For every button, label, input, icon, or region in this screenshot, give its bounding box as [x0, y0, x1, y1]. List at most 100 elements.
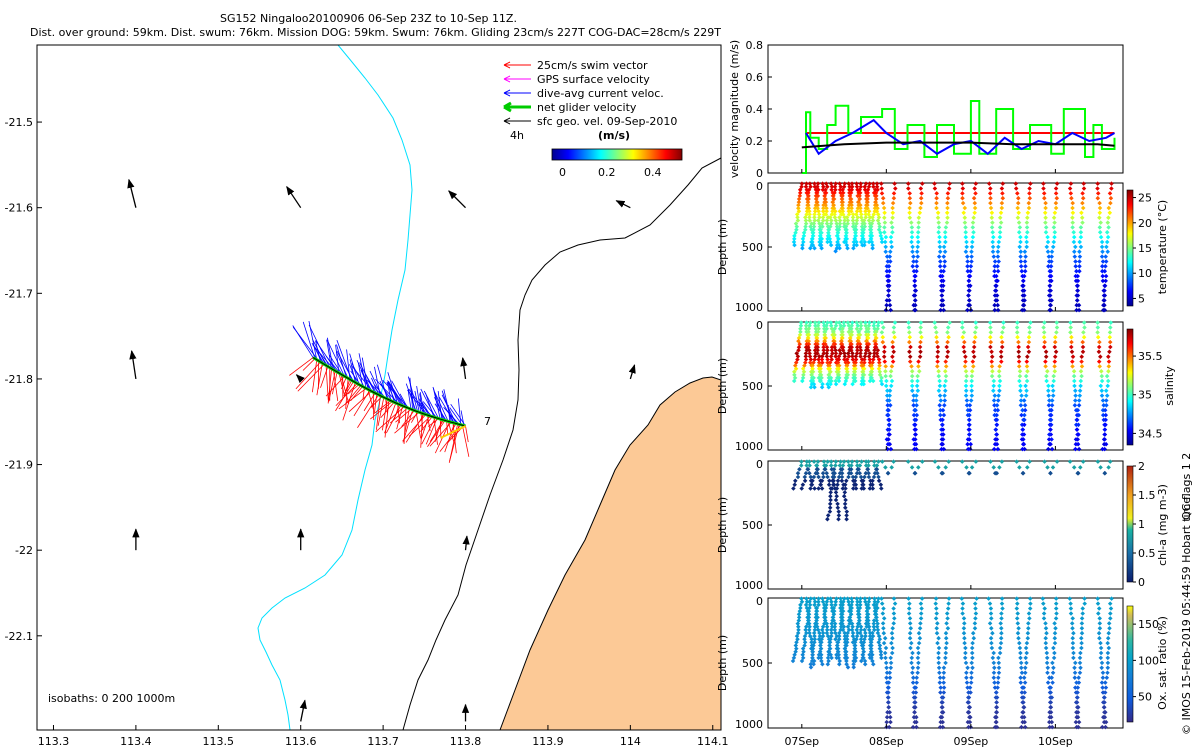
geo-vector-arrow [462, 535, 470, 551]
sample-point [911, 302, 916, 308]
geo-vector-arrow [127, 178, 137, 208]
swim-vector [421, 417, 436, 445]
sample-point [941, 268, 946, 274]
swim-vector [429, 421, 452, 447]
sample-point [992, 302, 997, 308]
swim-vector [415, 410, 422, 439]
sample-point [969, 259, 974, 264]
swim-vector [395, 408, 412, 423]
sample-point [965, 307, 970, 313]
colorbar-tick-label: 2 [1138, 460, 1145, 473]
swim-vector [384, 402, 397, 434]
swim-vector [444, 422, 455, 453]
swim-vector [353, 390, 371, 417]
sample-point [1018, 264, 1024, 269]
dac-vector [326, 339, 345, 377]
dac-vector [302, 321, 316, 359]
legend-item-net: net glider velocity [503, 101, 637, 114]
sample-point [886, 273, 892, 279]
swim-vector [427, 420, 446, 447]
dac-vector [364, 371, 378, 395]
geo-vector-arrow [628, 364, 636, 380]
swim-vector [408, 415, 431, 437]
velocity-series [801, 100, 1116, 174]
sample-point [936, 254, 942, 259]
sample-point [911, 268, 917, 274]
temperature-colorbar-ticks: 5 10 15 20 25 [1133, 192, 1152, 305]
map-y-tick-label: -22 [15, 544, 33, 557]
depth-y-tick-label: 500 [742, 241, 763, 254]
sample-point [965, 264, 970, 269]
colorbar-tick-label: 50 [1138, 691, 1152, 704]
dac-vector [407, 376, 419, 412]
dac-vector [416, 386, 422, 413]
dac-vector [443, 407, 460, 425]
sample-point [1024, 244, 1029, 250]
dac-vector [312, 344, 336, 372]
dac-vector [349, 364, 358, 384]
sample-point [939, 302, 944, 308]
depth-y-tick-label: 0 [756, 319, 763, 332]
colorbar-tick-label: 10 [1138, 267, 1152, 280]
swim-vector [465, 425, 469, 443]
swim-vector [373, 400, 391, 415]
map-x-tick-label: 113.5 [203, 735, 235, 748]
velocity-y-tick-label: 0.8 [746, 39, 764, 52]
sample-point [965, 259, 970, 264]
colorbar-tick-label: 0.5 [1138, 547, 1156, 560]
sample-point [968, 283, 973, 289]
colorbar-tick-label: 20 [1138, 217, 1152, 230]
sample-point [1018, 259, 1024, 264]
sample-point [885, 259, 891, 264]
sample-point [942, 264, 947, 269]
sample-point [885, 283, 891, 289]
sample-point [994, 283, 999, 289]
depth-y-tick-label: 0 [756, 458, 763, 471]
sample-point [914, 259, 919, 264]
figure-subtitle: Dist. over ground: 59km. Dist. swum: 76k… [30, 26, 721, 39]
dac-vector [449, 407, 463, 426]
dac-vector [433, 388, 441, 420]
swim-vector [396, 405, 404, 430]
swim-vector [338, 388, 367, 410]
sample-point [995, 278, 1000, 284]
sample-point [887, 268, 892, 274]
sample-point [887, 302, 893, 308]
depth-y-tick-label: 500 [742, 380, 763, 393]
map-y-tick-label: -21.7 [5, 287, 33, 300]
swim-vector [357, 394, 379, 428]
colorbar-tick-label: 25 [1138, 192, 1152, 205]
sample-point [993, 288, 999, 293]
sample-point [914, 268, 919, 274]
chla-panel: 0 500 1000 Depth (m) 0 0.5 1 1.5 2 chl-a (mg m… [716, 458, 1169, 592]
depth-y-tick-label: 500 [742, 657, 763, 670]
swim-vector [394, 411, 420, 434]
map-y-axis: -21.5 -21.6 -21.7 -21.8 -21.9 -22 -22.1 [5, 116, 42, 643]
sample-point [939, 288, 944, 293]
colorbar-tick: 0 [559, 166, 566, 179]
sample-point [995, 264, 1000, 269]
sample-point [968, 268, 973, 274]
sample-point [966, 288, 972, 293]
figure-title: SG152 Ningaloo20100906 06-Sep 23Z to 10-… [220, 12, 517, 25]
swim-vector [297, 363, 325, 392]
legend-item-gps: GPS surface velocity [503, 73, 650, 86]
colorbar-tick: 0.4 [644, 166, 662, 179]
dac-vector [434, 403, 447, 422]
dac-vector [418, 402, 433, 417]
dac-vector [336, 344, 347, 378]
sample-point [992, 264, 997, 269]
chla-y-axis: 0 500 1000 [735, 458, 772, 592]
sample-point [968, 264, 974, 269]
oxygen-colorbar [1126, 605, 1134, 723]
time-tick-label: 07Sep [784, 735, 819, 748]
sample-point [884, 268, 890, 274]
swim-vector [429, 419, 444, 442]
temperature-ylabel: Depth (m) [716, 219, 729, 275]
geo-vector-arrow [286, 185, 302, 209]
map-y-tick-label: -21.6 [5, 202, 33, 215]
legend-item-swim: 25cm/s swim vector [503, 59, 648, 72]
sample-point [995, 302, 1000, 308]
dac-vector [382, 380, 410, 409]
temperature-y-axis: 0 500 1000 [735, 180, 772, 314]
